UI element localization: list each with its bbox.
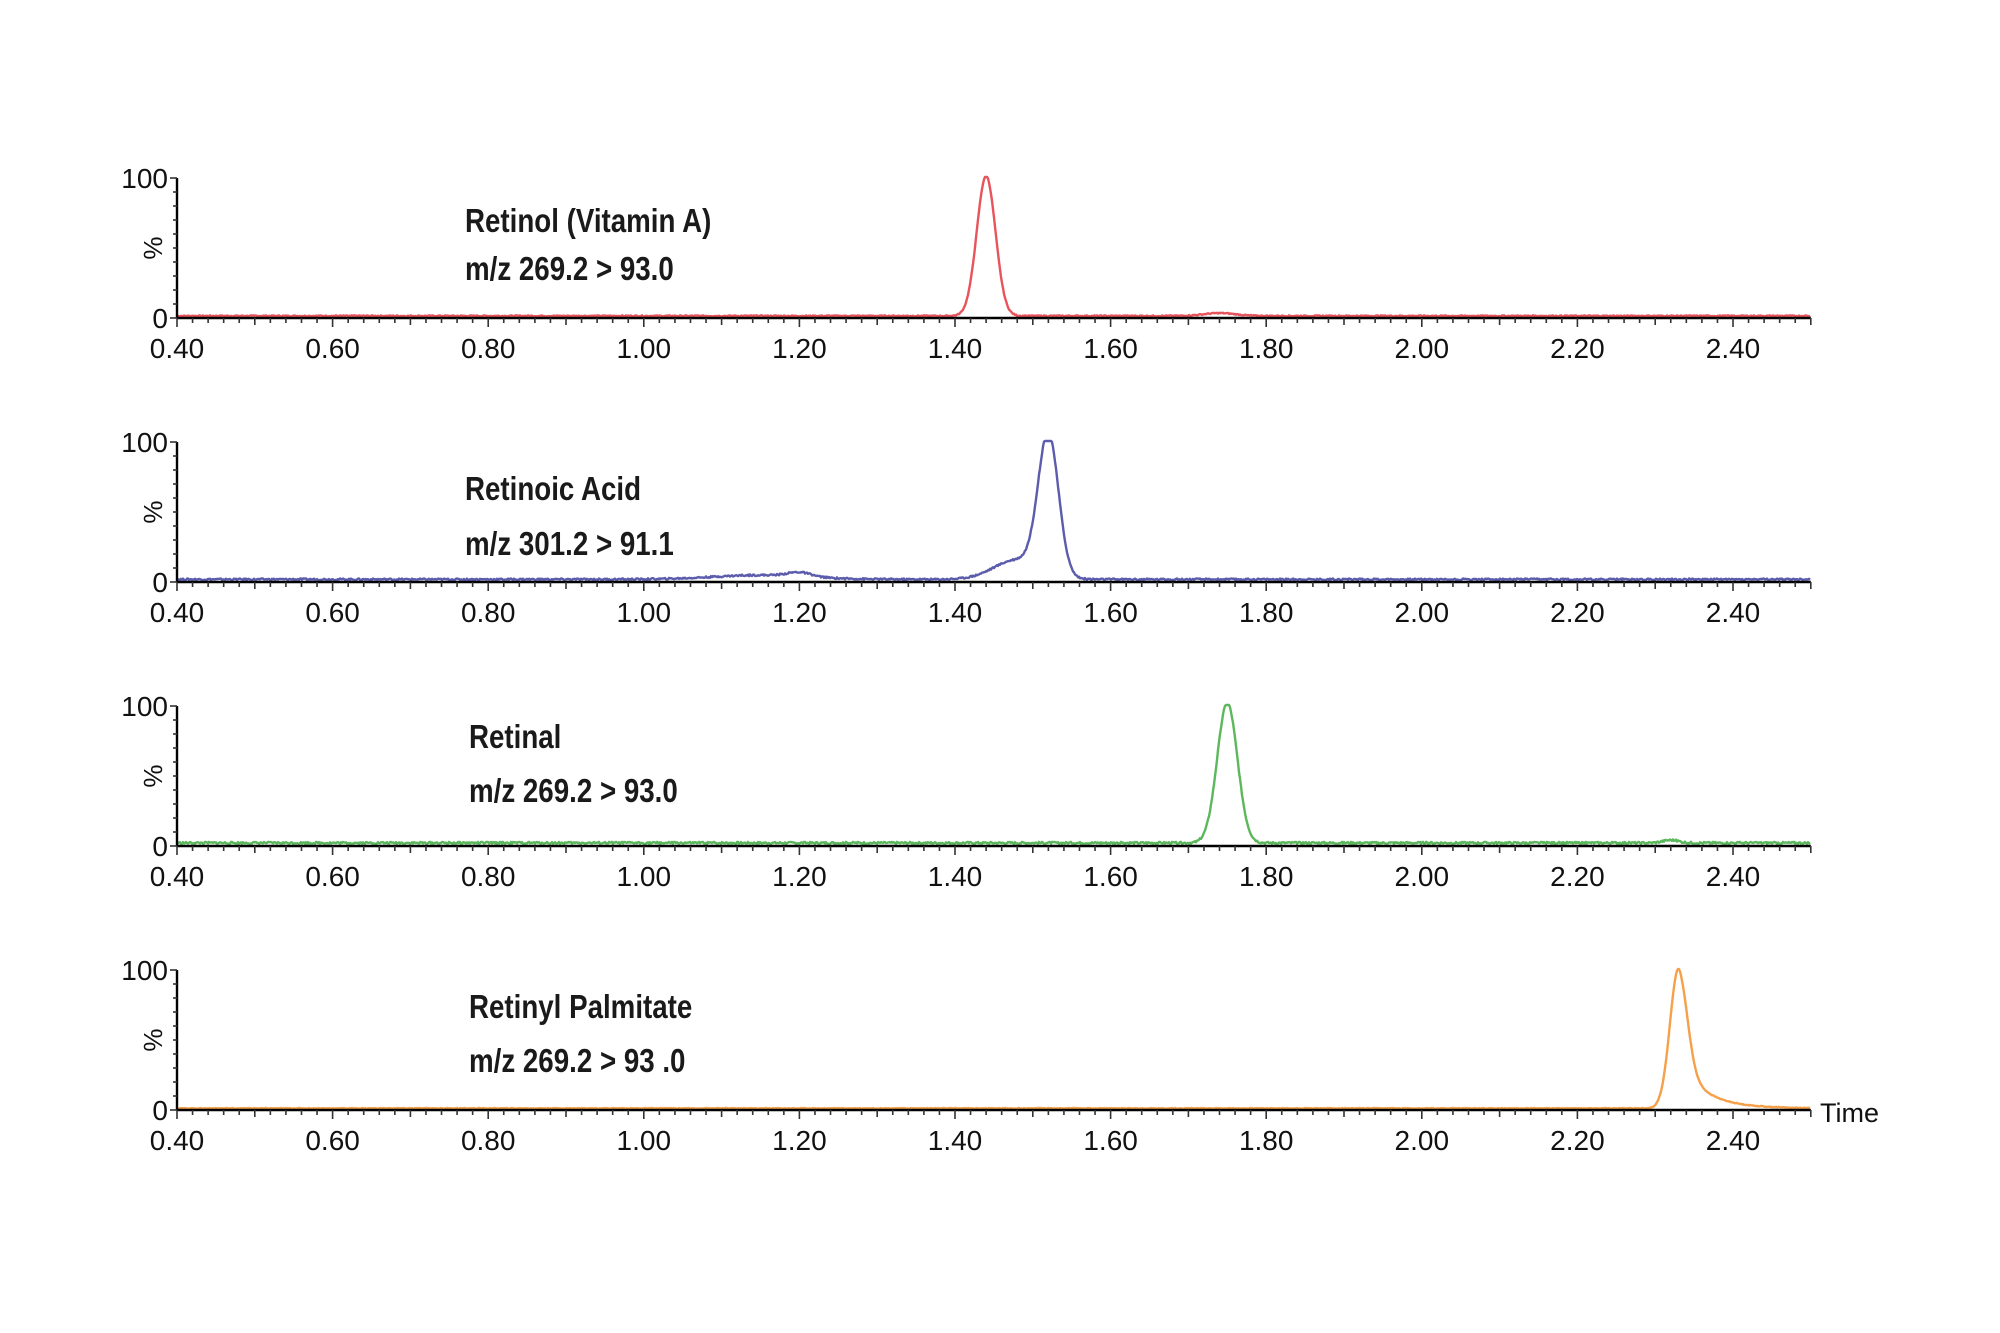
y-tick-100: 100	[121, 427, 168, 458]
y-tick-0: 0	[152, 567, 168, 598]
x-tick-label: 1.60	[1083, 861, 1138, 892]
x-tick-label: 2.40	[1706, 861, 1761, 892]
x-tick-label: 2.20	[1550, 1125, 1605, 1156]
y-tick-0: 0	[152, 831, 168, 862]
compound-name: Retinal	[469, 719, 561, 756]
x-tick-label: 2.00	[1395, 597, 1450, 628]
x-tick-label: 1.40	[928, 597, 983, 628]
x-tick-label: 0.80	[461, 333, 516, 364]
axes-retinol: 0.40 0.60 0.80 1.00 1.20 1.40 1.60 1.80 2.00 2.20…	[150, 177, 1812, 364]
x-tick-label: 1.20	[772, 1125, 827, 1156]
trace-retinoic-acid	[176, 439, 1811, 582]
x-tick-label: 0.40	[150, 1125, 205, 1156]
x-tick-label: 0.40	[150, 333, 205, 364]
y-tick-100: 100	[121, 955, 168, 986]
x-tick-label: 1.80	[1239, 597, 1294, 628]
y-axis-label: %	[138, 236, 168, 259]
y-axis-label: %	[138, 1028, 168, 1051]
mrm-transition: m/z 301.2 > 91.1	[465, 526, 674, 563]
x-tick-label: 1.40	[928, 333, 983, 364]
trace-retinyl-palmitate	[176, 967, 1811, 1110]
x-tick-label: 1.80	[1239, 1125, 1294, 1156]
x-tick-label: 1.60	[1083, 597, 1138, 628]
x-tick-label: 2.00	[1395, 1125, 1450, 1156]
x-tick-label: 2.20	[1550, 597, 1605, 628]
y-axis-label: %	[138, 764, 168, 787]
panel-retinol: 0.40 0.60 0.80 1.00 1.20 1.40 1.60 1.80 2.00 2.20…	[121, 163, 1812, 364]
x-tick-label: 2.20	[1550, 333, 1605, 364]
x-tick-label: 1.20	[772, 597, 827, 628]
x-tick-label: 2.20	[1550, 861, 1605, 892]
x-tick-label: 1.60	[1083, 1125, 1138, 1156]
x-tick-label: 0.60	[305, 333, 360, 364]
x-tick-label: 0.80	[461, 1125, 516, 1156]
x-tick-label: 1.80	[1239, 333, 1294, 364]
x-tick-label: 0.80	[461, 861, 516, 892]
x-tick-label: 2.40	[1706, 1125, 1761, 1156]
x-tick-label: 2.00	[1395, 333, 1450, 364]
y-tick-0: 0	[152, 1095, 168, 1126]
x-tick-label: 0.40	[150, 597, 205, 628]
y-tick-0: 0	[152, 303, 168, 334]
x-tick-label: 1.00	[617, 861, 672, 892]
trace-retinal	[176, 703, 1811, 846]
mrm-transition: m/z 269.2 > 93.0	[469, 773, 678, 810]
axes-retinoic-acid: 0.40 0.60 0.80 1.00 1.20 1.40 1.60 1.80 2.00 2.20…	[150, 441, 1812, 628]
x-tick-label: 1.20	[772, 333, 827, 364]
x-tick-label: 2.40	[1706, 333, 1761, 364]
mrm-transition: m/z 269.2 > 93.0	[465, 251, 674, 288]
panel-retinyl-palmitate: 0.40 0.60 0.80 1.00 1.20 1.40 1.60 1.80 2.00 2.20…	[121, 955, 1879, 1156]
x-tick-label: 0.60	[305, 597, 360, 628]
x-tick-label: 1.80	[1239, 861, 1294, 892]
mrm-transition: m/z 269.2 > 93 .0	[469, 1043, 685, 1080]
x-tick-label: 0.60	[305, 1125, 360, 1156]
x-tick-label: 0.80	[461, 597, 516, 628]
x-tick-label: 1.20	[772, 861, 827, 892]
x-tick-label: 2.00	[1395, 861, 1450, 892]
axes-retinyl-palmitate: 0.40 0.60 0.80 1.00 1.20 1.40 1.60 1.80 2.00 2.20…	[150, 969, 1812, 1156]
x-tick-label: 1.40	[928, 1125, 983, 1156]
x-tick-label: 1.60	[1083, 333, 1138, 364]
x-tick-label: 1.40	[928, 861, 983, 892]
y-tick-100: 100	[121, 163, 168, 194]
x-tick-label: 2.40	[1706, 597, 1761, 628]
panel-retinoic-acid: 0.40 0.60 0.80 1.00 1.20 1.40 1.60 1.80 2.00 2.20…	[121, 427, 1812, 628]
y-axis-label: %	[138, 500, 168, 523]
y-tick-100: 100	[121, 691, 168, 722]
compound-name: Retinyl Palmitate	[469, 989, 692, 1026]
x-tick-label: 1.00	[617, 597, 672, 628]
panel-retinal: 0.40 0.60 0.80 1.00 1.20 1.40 1.60 1.80 2.00 2.20…	[121, 691, 1812, 892]
axes-retinal: 0.40 0.60 0.80 1.00 1.20 1.40 1.60 1.80 2.00 2.20…	[150, 705, 1812, 892]
x-tick-label: 1.00	[617, 333, 672, 364]
compound-name: Retinoic Acid	[465, 471, 641, 508]
x-axis-title: Time	[1820, 1098, 1879, 1128]
compound-name: Retinol (Vitamin A)	[465, 203, 711, 240]
trace-retinol	[176, 175, 1811, 318]
x-tick-label: 1.00	[617, 1125, 672, 1156]
x-tick-label: 0.60	[305, 861, 360, 892]
x-tick-label: 0.40	[150, 861, 205, 892]
